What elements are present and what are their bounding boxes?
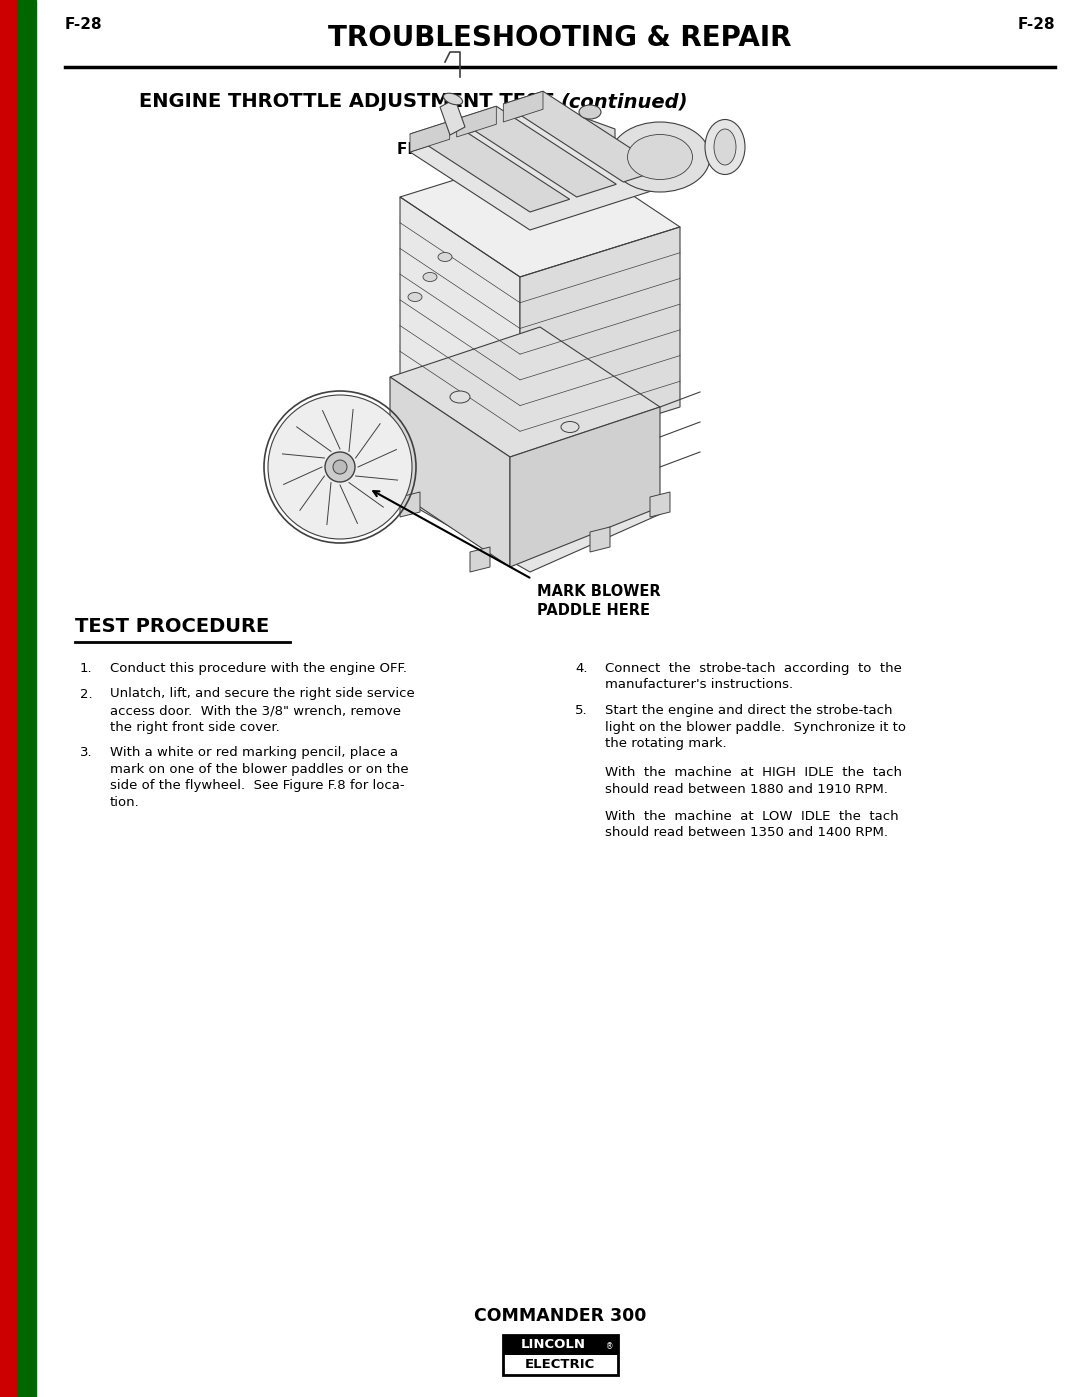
Ellipse shape [423, 272, 437, 282]
Text: side of the flywheel.  See Figure F.8 for loca-: side of the flywheel. See Figure F.8 for… [110, 780, 405, 792]
Bar [502, 1336, 618, 1375]
Ellipse shape [610, 122, 710, 191]
Text: Return to Section TOC: Return to Section TOC [4, 550, 14, 664]
Bar [0, 0, 18, 1397]
Ellipse shape [579, 105, 600, 119]
Text: With  the  machine  at  HIGH  IDLE  the  tach: With the machine at HIGH IDLE the tach [605, 767, 902, 780]
Text: Return to Section TOC: Return to Section TOC [4, 890, 14, 1004]
Polygon shape [380, 427, 665, 571]
Polygon shape [400, 147, 680, 277]
Ellipse shape [561, 422, 579, 433]
Text: 2.: 2. [80, 687, 93, 700]
Text: TEST PROCEDURE: TEST PROCEDURE [75, 617, 269, 636]
Text: Return to Master TOC: Return to Master TOC [23, 191, 31, 302]
Ellipse shape [705, 120, 745, 175]
Polygon shape [519, 226, 680, 457]
Ellipse shape [444, 94, 462, 105]
Polygon shape [510, 407, 660, 567]
Text: ®: ® [606, 1343, 613, 1351]
Text: COMMANDER 300: COMMANDER 300 [474, 1308, 646, 1324]
Polygon shape [410, 122, 449, 152]
Ellipse shape [627, 134, 692, 179]
Polygon shape [400, 197, 519, 457]
Text: FIGURE F.8 – STROBE MARK LOCATION: FIGURE F.8 – STROBE MARK LOCATION [397, 142, 723, 156]
Text: TROUBLESHOOTING & REPAIR: TROUBLESHOOTING & REPAIR [328, 24, 792, 52]
Polygon shape [390, 327, 660, 457]
Text: Return to Section TOC: Return to Section TOC [4, 190, 14, 303]
Ellipse shape [333, 460, 347, 474]
Bar [18, 0, 36, 1397]
Text: 1.: 1. [80, 662, 93, 675]
Text: LINCOLN: LINCOLN [521, 1338, 585, 1351]
Text: F-28: F-28 [1017, 17, 1055, 32]
Polygon shape [457, 106, 497, 137]
Ellipse shape [438, 253, 453, 261]
Polygon shape [470, 548, 490, 571]
Polygon shape [440, 99, 465, 136]
Text: should read between 1880 and 1910 RPM.: should read between 1880 and 1910 RPM. [605, 782, 888, 796]
Text: Return to Master TOC: Return to Master TOC [23, 891, 31, 1003]
Polygon shape [372, 427, 399, 467]
Polygon shape [503, 91, 663, 182]
Ellipse shape [450, 391, 470, 402]
Text: Return to Master TOC: Return to Master TOC [23, 1211, 31, 1323]
Text: 5.: 5. [575, 704, 588, 717]
Text: ENGINE THROTTLE ADJUSTMENT TEST: ENGINE THROTTLE ADJUSTMENT TEST [139, 92, 561, 110]
Text: mark on one of the blower paddles or on the: mark on one of the blower paddles or on … [110, 763, 408, 775]
Text: (continued): (continued) [561, 92, 688, 110]
Ellipse shape [408, 292, 422, 302]
Text: tion.: tion. [110, 795, 139, 809]
Text: the rotating mark.: the rotating mark. [605, 738, 727, 750]
Text: Conduct this procedure with the engine OFF.: Conduct this procedure with the engine O… [110, 662, 407, 675]
Text: Return to Section TOC: Return to Section TOC [4, 1210, 14, 1324]
Polygon shape [457, 106, 617, 197]
Polygon shape [590, 527, 610, 552]
Polygon shape [561, 109, 615, 147]
Text: Start the engine and direct the strobe-tach: Start the engine and direct the strobe-t… [605, 704, 892, 717]
Bar [502, 1336, 618, 1355]
Text: F-28: F-28 [65, 17, 103, 32]
Text: With a white or red marking pencil, place a: With a white or red marking pencil, plac… [110, 746, 399, 759]
Polygon shape [410, 108, 670, 231]
Text: access door.  With the 3/8" wrench, remove: access door. With the 3/8" wrench, remov… [110, 704, 401, 717]
Ellipse shape [325, 453, 355, 482]
Text: Unlatch, lift, and secure the right side service: Unlatch, lift, and secure the right side… [110, 687, 415, 700]
Text: ELECTRIC: ELECTRIC [525, 1358, 595, 1370]
Polygon shape [400, 492, 420, 517]
Polygon shape [390, 377, 510, 567]
Polygon shape [650, 492, 670, 517]
Text: 4.: 4. [575, 662, 588, 675]
Text: Return to Master TOC: Return to Master TOC [23, 552, 31, 662]
Text: With  the  machine  at  LOW  IDLE  the  tach: With the machine at LOW IDLE the tach [605, 809, 899, 823]
Text: Connect  the  strobe-tach  according  to  the: Connect the strobe-tach according to the [605, 662, 902, 675]
Text: manufacturer's instructions.: manufacturer's instructions. [605, 679, 793, 692]
Ellipse shape [714, 129, 735, 165]
Text: should read between 1350 and 1400 RPM.: should read between 1350 and 1400 RPM. [605, 826, 888, 840]
Text: light on the blower paddle.  Synchronize it to: light on the blower paddle. Synchronize … [605, 721, 906, 733]
Polygon shape [503, 91, 543, 122]
Text: MARK BLOWER
PADDLE HERE: MARK BLOWER PADDLE HERE [537, 584, 661, 617]
Text: 3.: 3. [80, 746, 93, 759]
Text: the right front side cover.: the right front side cover. [110, 721, 280, 733]
Polygon shape [410, 122, 569, 212]
Ellipse shape [268, 395, 411, 539]
